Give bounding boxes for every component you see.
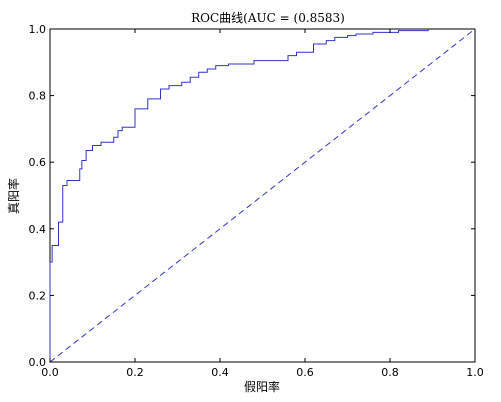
x-tick-label: 0.8 bbox=[381, 366, 399, 379]
y-axis-label: 真阳率 bbox=[6, 178, 21, 214]
x-tick-label: 0.2 bbox=[126, 366, 144, 379]
y-tick-label: 0.6 bbox=[29, 156, 47, 169]
y-tick-label: 0.2 bbox=[29, 289, 47, 302]
y-tick-label: 1.0 bbox=[29, 23, 47, 36]
x-tick-label: 1.0 bbox=[466, 366, 484, 379]
roc-curve-line bbox=[49, 29, 429, 362]
y-tick-label: 0.8 bbox=[29, 90, 47, 103]
x-tick-label: 0.0 bbox=[41, 366, 59, 379]
plot-area bbox=[49, 28, 476, 363]
y-tick-label: 0.4 bbox=[29, 223, 47, 236]
chart-title: ROC曲线(AUC = (0.8583) bbox=[191, 11, 345, 25]
x-axis-label: 假阳率 bbox=[244, 379, 280, 394]
plot-group bbox=[49, 28, 476, 363]
x-tick-label: 0.4 bbox=[211, 366, 229, 379]
x-tick-label: 0.6 bbox=[296, 366, 314, 379]
y-axis: 0.0 0.2 0.4 0.6 0.8 1.0 bbox=[29, 23, 475, 369]
x-axis: 0.0 0.2 0.4 0.6 0.8 1.0 bbox=[41, 29, 484, 379]
y-tick-label: 0.0 bbox=[29, 356, 47, 369]
